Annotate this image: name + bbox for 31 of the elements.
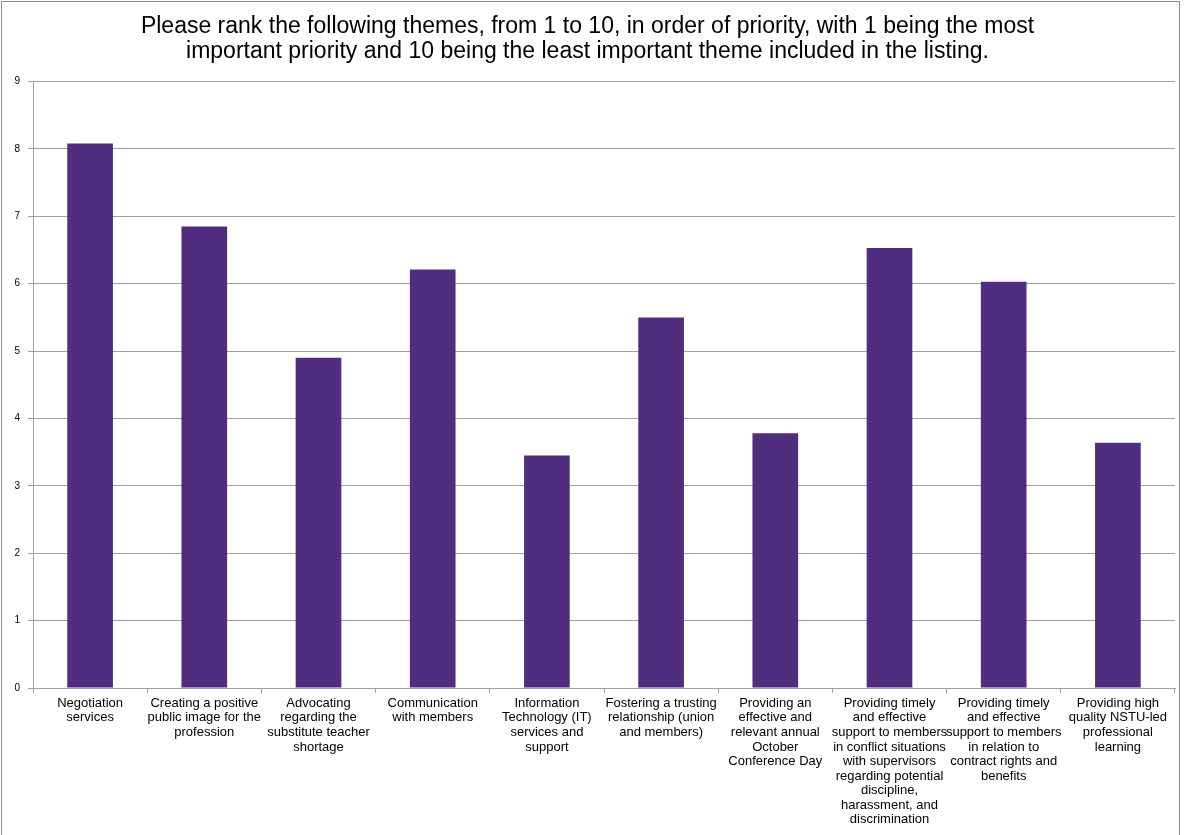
x-tick-label: Information Technology (IT) services and support [502,694,592,754]
x-tick-label: Advocating regarding the substitute teacher shortage [267,694,371,754]
x-tick-label: Providing timely and effective support to members in relation to contract rights and benefits [945,694,1062,783]
y-tick-label: 6 [14,277,21,289]
bar [866,248,913,688]
category-label: Providing timely and effective support to members in conflict situations with supervisors regarding potential discipline, harassment, and discrimination [831,694,948,827]
x-tick-label: Providing high quality NSTU-led professional learning [1068,694,1168,754]
bar [638,317,684,688]
x-tick-label: Negotiation services [57,694,123,725]
bar [524,455,570,688]
y-tick-label: 0 [14,681,21,693]
y-tick-label: 4 [14,412,21,424]
x-tick-label: Fostering a trusting relationship (union and members) [605,694,717,739]
x-tick-label: Communication with members [387,694,478,725]
y-tick-label: 7 [14,210,21,222]
x-tick-label: Providing an effective and relevant annual October Conference Day [728,694,823,769]
bar [181,226,228,688]
bar [67,143,113,688]
x-tick-label: Creating a positive public image for the profession [147,694,262,739]
bar [1095,442,1141,688]
bar [295,357,342,688]
y-tick-label: 1 [14,614,21,626]
y-tick-label: 3 [14,479,21,491]
y-tick-label: 8 [14,142,21,154]
y-tick-label: 5 [14,344,21,356]
y-tick-label: 9 [14,75,21,87]
bar [980,281,1027,688]
y-tick-label: 2 [14,546,21,558]
bar [409,269,456,688]
chart-title: Please rank the following themes, from 1 to 10, in order of priority, with 1 being the most important priority and 10 being the least important theme included in the listing. [140,11,1035,64]
bar [752,433,799,688]
